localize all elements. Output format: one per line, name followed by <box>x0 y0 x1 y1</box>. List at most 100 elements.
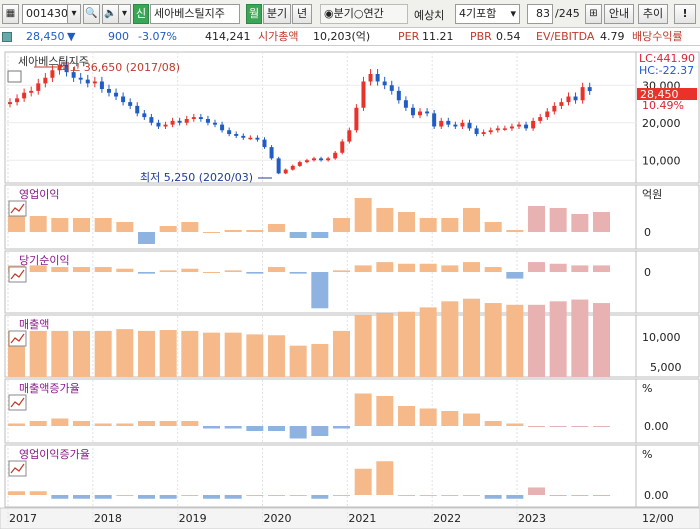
candle-body <box>538 117 543 121</box>
candle-body <box>566 96 571 103</box>
price-change-pct: -3.07% <box>138 30 177 43</box>
quarter-button[interactable]: 분기 <box>263 4 291 24</box>
bar-4-10 <box>224 495 242 499</box>
bar-4-17 <box>376 461 394 495</box>
candle-body <box>347 130 352 142</box>
trend-chart-icon[interactable] <box>8 394 27 411</box>
bar-2-6 <box>138 330 155 377</box>
candle-body <box>333 152 338 159</box>
bar-1-15 <box>333 270 350 272</box>
search-icon[interactable]: 🔍 <box>83 4 100 24</box>
candle-body <box>15 98 20 103</box>
candle-body <box>460 122 465 127</box>
year-button[interactable]: 년 <box>292 4 312 24</box>
bar-0-4 <box>94 218 112 232</box>
bar-4-8 <box>181 495 199 496</box>
candle-body <box>573 96 578 101</box>
bar-3-18 <box>398 406 415 426</box>
bar-3-13 <box>289 426 307 439</box>
bar-3-21 <box>463 413 480 426</box>
guide-button[interactable]: 안내 <box>604 4 634 24</box>
page-input[interactable]: 83 <box>527 4 553 24</box>
bar-1-26 <box>571 265 589 272</box>
radio-quarter[interactable]: ◉ <box>324 7 334 20</box>
pbr-value: 0.54 <box>496 30 521 43</box>
bar-0-5 <box>116 222 134 232</box>
trend-chart-icon-line <box>10 269 25 280</box>
company-name-field[interactable]: 세아베스틸지주 <box>150 4 240 24</box>
estimate-select[interactable]: 4기포함 ▾ <box>455 4 520 24</box>
bar-3-5 <box>116 423 134 426</box>
stock-code-input[interactable]: 001430 <box>22 4 68 24</box>
candle-body <box>255 137 260 140</box>
trend-chart-icon[interactable] <box>8 200 27 217</box>
price-change: 900 <box>108 30 129 43</box>
axis-frame-3 <box>635 314 700 378</box>
bar-2-7 <box>159 330 177 377</box>
bar-2-22 <box>484 303 502 377</box>
month-badge[interactable]: 월 <box>246 4 262 24</box>
bar-3-2 <box>51 418 69 426</box>
candle-body <box>205 119 210 123</box>
panel-title-0: 영업이익 <box>19 188 59 201</box>
candle-body <box>580 87 585 101</box>
bar-2-20 <box>441 301 459 377</box>
low-price-note: 최저 5,250 (2020/03) <box>140 171 253 184</box>
candle-body <box>213 122 218 125</box>
current-price-tag-bg <box>637 88 697 100</box>
bar-4-18 <box>398 495 415 496</box>
panel-unit-0: 억원 <box>642 188 662 201</box>
candle-body <box>396 90 401 101</box>
bar-4-15 <box>333 495 350 496</box>
high-price-note: 최고 36,650 (2017/08) <box>60 61 180 74</box>
bar-2-13 <box>289 345 307 377</box>
speaker-dropdown-icon[interactable]: ▾ <box>118 4 131 24</box>
bar-4-26 <box>571 495 589 496</box>
speaker-icon[interactable]: 🔈 <box>102 4 119 24</box>
candle-body <box>184 119 189 123</box>
bar-3-17 <box>376 396 394 426</box>
bar-4-2 <box>51 495 69 499</box>
bar-4-7 <box>159 495 177 499</box>
bar-0-23 <box>506 230 524 232</box>
bar-2-26 <box>571 299 589 377</box>
chart-menu-icon[interactable]: ▦ <box>2 4 19 24</box>
grid-toggle-icon[interactable] <box>7 70 22 83</box>
candle-body <box>326 158 331 161</box>
candle-body <box>114 92 119 97</box>
financial-chart[interactable]: 2017 2018 2019 2020 2021 2022 2023 12/0030,0002… <box>0 47 700 529</box>
bar-1-23 <box>506 272 524 279</box>
bar-1-12 <box>268 267 285 272</box>
candle-body <box>587 87 592 92</box>
candle-body <box>361 81 366 108</box>
bar-1-21 <box>463 262 480 272</box>
candle-body <box>156 122 161 127</box>
bar-2-12 <box>268 335 285 377</box>
trend-button[interactable]: 추이 <box>638 4 668 24</box>
candle-body <box>22 92 27 99</box>
bar-1-8 <box>181 268 199 272</box>
candle-body <box>29 90 34 93</box>
radio-annual[interactable]: ○ <box>353 7 364 20</box>
candle-body <box>163 124 168 127</box>
candle-body <box>418 111 423 116</box>
bar-0-14 <box>311 232 329 238</box>
x-tick-label: 2022 <box>433 512 461 525</box>
radio-annual-label: 연간 <box>363 7 384 20</box>
alert-button[interactable]: ! <box>674 4 696 24</box>
bar-3-14 <box>311 426 329 436</box>
trend-chart-icon[interactable] <box>8 460 27 477</box>
zoom-in-icon[interactable]: ⊞ <box>585 4 602 24</box>
candle-body <box>354 107 359 131</box>
bar-0-0 <box>8 216 25 232</box>
bar-0-10 <box>224 230 242 232</box>
trend-chart-icon[interactable] <box>8 266 27 283</box>
bar-2-24 <box>528 304 545 377</box>
candle-body <box>474 128 479 134</box>
bar-2-1 <box>29 330 47 377</box>
trend-chart-icon[interactable] <box>8 330 27 347</box>
page-total: /245 <box>555 7 580 20</box>
candle-body <box>234 134 239 136</box>
bar-4-20 <box>441 495 459 496</box>
code-dropdown-icon[interactable]: ▾ <box>67 4 81 24</box>
